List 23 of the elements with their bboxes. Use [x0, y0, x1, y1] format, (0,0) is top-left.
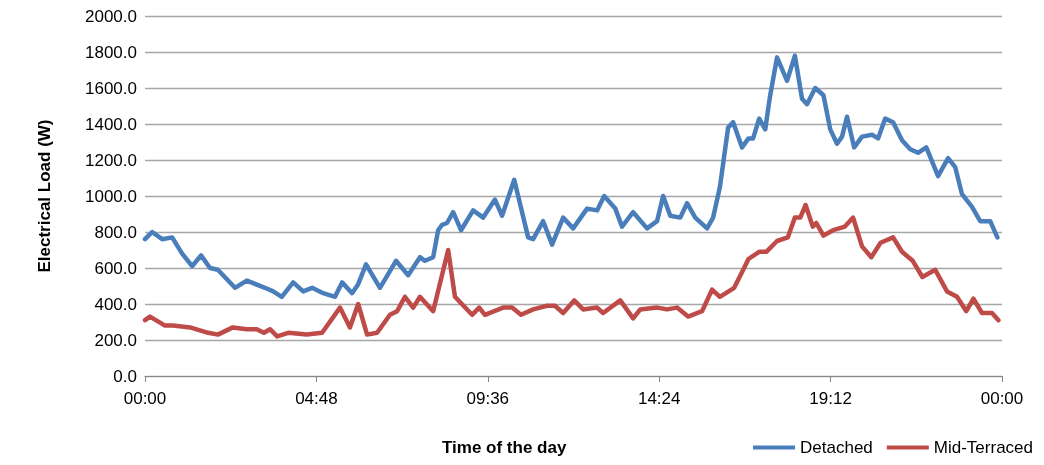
x-axis-title: Time of the day	[442, 438, 567, 457]
y-tick-label: 1600.0	[85, 78, 137, 98]
legend-label: Detached	[800, 438, 873, 457]
x-tick-label: 00:00	[123, 389, 167, 408]
legend-label: Mid-Terraced	[933, 438, 1034, 457]
y-tick-label: 400.0	[94, 294, 137, 314]
line-series	[142, 53, 1000, 300]
y-axis-title: Electrical Load (W)	[35, 119, 54, 273]
y-tick-label: 0.0	[113, 366, 137, 386]
line-series	[142, 202, 1001, 339]
y-tick-label: 1000.0	[85, 186, 137, 206]
y-tick-label: 200.0	[94, 330, 137, 350]
x-tick-label: 04:48	[295, 389, 338, 408]
x-tick-label: 14:24	[637, 389, 681, 408]
y-tick-label: 1200.0	[85, 150, 137, 170]
y-tick-label: 2000.0	[85, 6, 137, 26]
x-tick-label: 19:12	[809, 389, 852, 408]
y-tick-label: 1400.0	[85, 114, 137, 134]
x-tick-label: 00:00	[980, 389, 1024, 408]
y-tick-label: 1800.0	[85, 42, 137, 62]
y-tick-label: 800.0	[94, 222, 137, 242]
x-tick-label: 09:36	[466, 389, 510, 408]
y-tick-label: 600.0	[94, 258, 137, 278]
